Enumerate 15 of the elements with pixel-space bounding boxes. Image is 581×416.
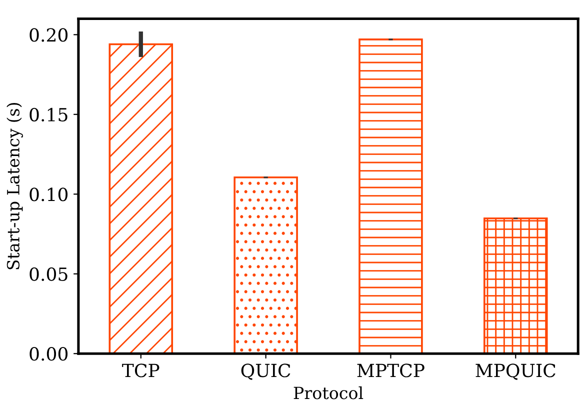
- bar: [108, 43, 174, 354]
- y-axis-title: Start-up Latency (s): [6, 103, 23, 270]
- x-axis-title: Protocol: [294, 386, 364, 400]
- y-tick-label: 0.20: [30, 28, 68, 42]
- bar: [484, 217, 548, 354]
- x-tick-label: QUIC: [241, 364, 290, 380]
- y-tick-label: 0.00: [30, 347, 68, 361]
- y-tick-label: 0.10: [30, 188, 68, 202]
- x-tick-label: MPQUIC: [476, 364, 556, 380]
- x-tick-label: MPTCP: [357, 364, 424, 378]
- x-tick-label: TCP: [122, 364, 160, 378]
- bar: [358, 38, 423, 354]
- y-tick-label: 0.05: [30, 267, 68, 281]
- bar: [234, 176, 298, 354]
- y-tick-label: 0.15: [30, 108, 68, 122]
